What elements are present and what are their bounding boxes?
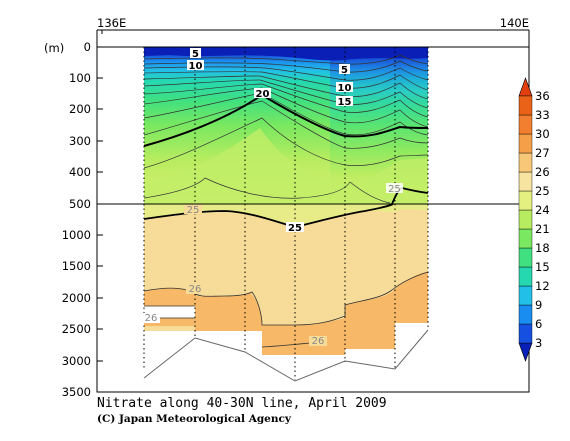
colorbar-tick-label: 21 [535,222,550,236]
y-ticks-lower: 1000 1500 2000 2500 3000 3500 [62,228,91,399]
colorbar-tick-label: 36 [535,89,550,103]
x-tick-140e: 140E [500,16,529,30]
upper-panel: 5 10 5 10 15 20 25 [143,47,429,205]
colorbar-swatch [518,152,533,173]
colorbar-tick-label: 30 [535,127,550,141]
bottom-topography [143,329,429,382]
lower-contour-labels: 25 25 26 26 26 26 [142,204,327,347]
contour-label-15: 15 [338,97,352,108]
y-tick-100: 100 [69,71,91,85]
contour-label-26-a: 26 [189,284,202,295]
colorbar-tick-label: 25 [535,184,550,198]
colorbar-swatch [518,190,533,211]
y-tick-marks [97,46,103,362]
contour-20 [143,93,429,147]
upper-contour-labels: 5 10 5 10 15 20 25 [187,48,403,195]
lower-station-lines [143,204,429,380]
x-tick-136e: 136E [97,16,126,30]
y-tick-500: 500 [69,197,91,211]
contour-label-5-right: 5 [341,65,348,76]
colorbar-tick-label: 15 [535,260,550,274]
colorbar-tick-label: 12 [535,279,550,293]
y-ticks-upper: 0 100 200 300 400 500 [69,40,91,211]
colorbar-tick-label: 18 [535,241,550,255]
colorbar-max-triangle [518,77,533,97]
colorbar-swatch [518,228,533,249]
colorbar-swatch [518,266,533,287]
contour-label-10-right: 10 [338,83,352,94]
lower-panel: 25 25 26 26 26 26 [142,203,429,392]
y-tick-200: 200 [69,102,91,116]
colorbar-swatch [518,95,533,116]
lower-orange-deep [144,272,428,355]
colorbar-swatch [518,285,533,306]
colorbar-swatch [518,304,533,325]
chart-credit: (C) Japan Meteorological Agency [97,413,291,425]
y-tick-1000: 1000 [62,228,91,242]
contour-label-10-left: 10 [189,61,203,72]
colorbar-tick-label: 26 [535,165,550,179]
y-tick-0: 0 [84,40,91,54]
y-tick-300: 300 [69,134,91,148]
y-axis-unit: (m) [44,41,64,55]
lower-white-bottom [144,323,428,392]
contour-label-5-left: 5 [192,49,199,60]
colorbar-swatch [518,171,533,192]
contour-label-25-left: 25 [187,205,200,216]
contour-label-25-lower: 25 [288,223,302,234]
surface-low-nitrate [144,47,428,61]
lower-yellow-band [144,204,428,226]
colorbar-swatch [518,114,533,135]
colorbar-tick-label: 33 [535,108,550,122]
colorbar-tick-label: 6 [535,317,542,331]
colorbar-min-triangle [518,342,533,362]
contour-label-20: 20 [256,89,270,100]
colorbar-tick-label: 24 [535,203,550,217]
colorbar-swatch [518,323,533,344]
y-tick-400: 400 [69,165,91,179]
y-tick-3500: 3500 [62,385,91,399]
y-tick-2500: 2500 [62,322,91,336]
y-tick-1500: 1500 [62,259,91,273]
colorbar-swatch [518,209,533,230]
green-dome [144,128,428,204]
y-tick-3000: 3000 [62,354,91,368]
colorbar-tick-label: 27 [535,146,550,160]
contour-label-25-right: 25 [388,184,401,195]
contour-label-26-b: 26 [145,313,158,324]
colorbar-tick-label: 3 [535,336,542,350]
contour-label-26-c: 26 [312,336,325,347]
colorbar-tick-label: 9 [535,298,542,312]
colorbar-swatch [518,247,533,268]
chart-title: Nitrate along 40-30N line, April 2009 [97,396,387,411]
y-tick-2000: 2000 [62,291,91,305]
x-axis-ticks [96,30,530,47]
upper-station-lines [143,47,429,204]
colorbar-swatch [518,133,533,154]
